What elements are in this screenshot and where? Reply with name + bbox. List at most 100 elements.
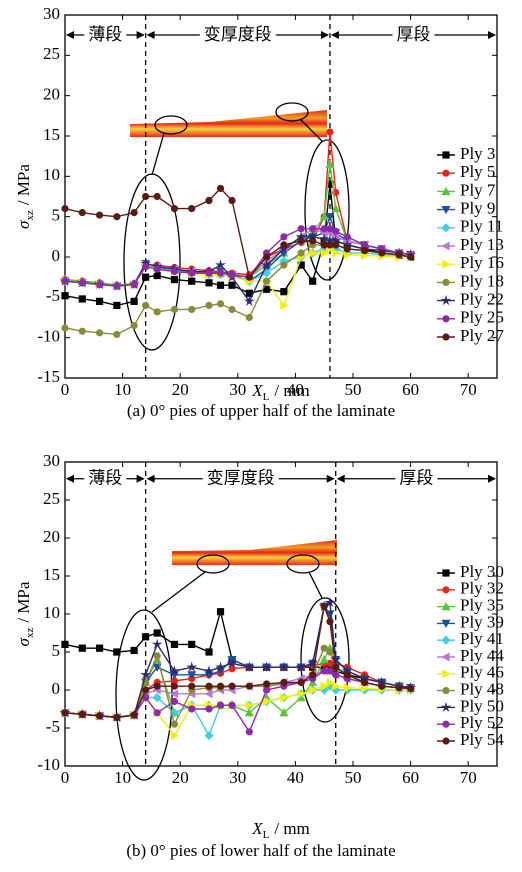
marker [206,302,212,308]
y-tick-label: 20 [43,527,60,546]
marker [171,641,177,647]
marker [327,129,333,135]
marker [309,238,315,244]
marker [333,672,339,678]
y-tick-label: 5 [52,206,61,225]
label-subscript: xz [24,628,36,639]
marker [171,205,177,211]
plot-frame [65,15,497,378]
marker [246,274,252,280]
marker [246,314,252,320]
y-tick-label: 0 [52,679,61,698]
marker [442,224,450,232]
y-tick-label: 15 [43,125,60,144]
marker [79,711,85,717]
x-tick-label: 20 [172,380,189,399]
marker [443,260,450,268]
marker [206,683,212,689]
marker [321,645,327,651]
label-symbol: X [251,381,263,400]
marker [379,683,385,689]
marker [443,170,449,176]
y-tick-label: 30 [43,4,60,23]
arrow-head [66,475,74,483]
marker [229,702,235,708]
y-tick-label: 10 [43,165,60,184]
arrow-head [137,31,145,39]
marker [154,266,160,272]
label-subscript: xz [24,210,36,221]
marker [217,702,223,708]
marker [114,283,120,289]
marker [79,296,85,302]
marker [229,306,235,312]
marker [153,640,161,648]
marker [171,721,177,727]
marker [171,268,177,274]
marker [229,197,235,203]
x-tick-label: 70 [460,380,477,399]
marker [189,706,195,712]
marker [309,278,315,284]
caption: (b) 0° pies of lower half of the laminat… [126,841,395,860]
x-tick-label: 0 [61,768,70,787]
marker [396,251,402,257]
label-unit: / MPa [14,164,33,206]
marker [205,732,213,740]
legend-label: Ply 27 [460,326,504,345]
marker [96,281,102,287]
marker [188,663,196,671]
marker [171,698,177,704]
marker [344,234,350,240]
marker [361,247,367,253]
marker [327,668,333,674]
marker [281,242,287,248]
marker [281,234,287,240]
x-tick-label: 20 [172,768,189,787]
arrow-head [147,31,155,39]
marker [154,193,160,199]
marker [131,209,137,215]
arrow-head [327,475,335,483]
marker [442,653,449,661]
marker [154,309,160,315]
y-tick-label: 25 [43,44,60,63]
legend-label: Ply 22 [460,290,504,309]
region-label: 薄段 [88,469,122,489]
marker [333,228,339,234]
marker [443,670,450,678]
marker [206,706,212,712]
marker [333,242,339,248]
y-tick-label: 10 [43,603,60,622]
region-label: 厚段 [396,25,430,45]
x-tick-label: 50 [345,768,362,787]
marker [131,281,137,287]
marker [154,630,160,636]
marker [344,672,350,678]
region-label: 薄段 [88,25,122,45]
marker [217,683,223,689]
marker [442,703,450,711]
legend-label: Ply 11 [460,217,503,236]
marker [217,301,223,307]
legend-label: Ply 7 [460,180,496,199]
marker [206,649,212,655]
y-tick-label: -10 [37,327,60,346]
marker [114,213,120,219]
y-tick-label: -5 [46,717,60,736]
legend-label: Ply 25 [460,308,504,327]
marker [443,334,449,340]
region-label: 变厚度段 [207,469,275,489]
y-tick-label: 25 [43,489,60,508]
marker [62,710,68,716]
marker [171,276,177,282]
marker [171,306,177,312]
y-tick-label: -5 [46,286,60,305]
marker [96,330,102,336]
arrow-head [137,475,145,483]
figure: -15-10-5051015202530010203040506070XL/ m… [0,0,522,872]
marker [114,302,120,308]
marker [443,587,449,593]
